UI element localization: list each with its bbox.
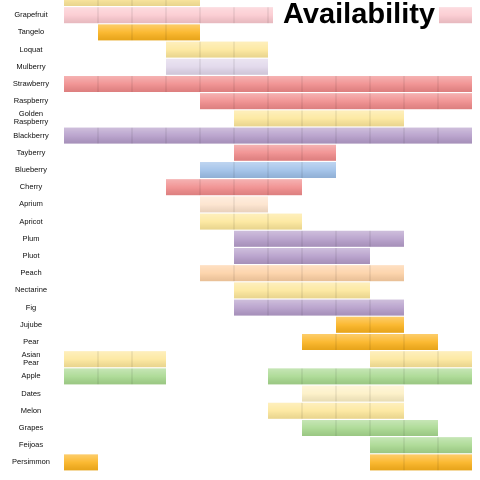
span-gloss: [302, 420, 438, 436]
row-label: Pomelo: [0, 0, 62, 2]
span-gloss: [302, 385, 404, 402]
span-gloss: [98, 24, 200, 41]
span-gloss: [268, 402, 404, 419]
row-label: Blackberry: [13, 130, 49, 140]
span-gloss: [268, 368, 472, 385]
row-label: Golden Raspberry: [13, 109, 49, 127]
row-label: Jujube: [19, 319, 43, 329]
span-gloss: [64, 368, 166, 385]
span-gloss: [370, 437, 472, 454]
row-label: Apricot: [19, 216, 43, 226]
span-gloss: [166, 41, 268, 58]
row-label: Pluot: [22, 251, 40, 260]
span-gloss: [166, 58, 268, 75]
span-gloss: [64, 0, 200, 6]
row-label: Peach: [20, 268, 42, 278]
row-label: Dates: [21, 388, 41, 398]
span-gloss: [370, 454, 472, 471]
span-gloss: [200, 265, 404, 282]
span-gloss: [64, 127, 472, 144]
span-gloss: [200, 162, 336, 178]
row-label: Pear: [23, 337, 39, 346]
span-gloss: [234, 248, 370, 264]
row-label: Tayberry: [16, 147, 46, 157]
row-label: Feijoas: [18, 440, 44, 450]
row-label: Aprium: [19, 199, 43, 209]
row-label: Tangelo: [17, 27, 45, 37]
span-gloss: [234, 144, 336, 161]
span-gloss: [234, 230, 404, 247]
row-label: Strawberry: [12, 79, 50, 88]
row-label: Melon: [20, 405, 42, 415]
row-label: Loquat: [19, 44, 43, 54]
row-label: Grapes: [18, 423, 44, 432]
row-label: Raspberry: [13, 96, 49, 106]
row-label: Nectarine: [14, 285, 48, 295]
span-gloss: [200, 93, 472, 110]
row-label: Apple: [21, 371, 41, 381]
chart-title: Availability: [283, 0, 436, 30]
span-gloss: [166, 179, 302, 196]
span-gloss: [234, 282, 370, 299]
row-label: Asian Pear: [21, 350, 41, 368]
row-label: Grapefruit: [14, 10, 48, 20]
row-label: Plum: [22, 233, 40, 243]
span-gloss: [234, 299, 404, 316]
span-gloss: [302, 334, 438, 350]
span-gloss: [64, 454, 98, 471]
row-label: Cherry: [19, 182, 43, 192]
span-gloss: [200, 196, 268, 213]
span-gloss: [336, 316, 404, 333]
row-label: Persimmon: [12, 457, 50, 467]
span-gloss: [234, 110, 404, 127]
title-background: [273, 0, 439, 28]
row-label: Fig: [25, 302, 37, 312]
row-label: Mulberry: [16, 61, 46, 71]
row-label: Blueberry: [14, 165, 48, 174]
span-gloss: [64, 76, 472, 92]
span-gloss: [64, 351, 166, 368]
span-gloss: [200, 213, 302, 230]
span-gloss: [370, 351, 472, 368]
